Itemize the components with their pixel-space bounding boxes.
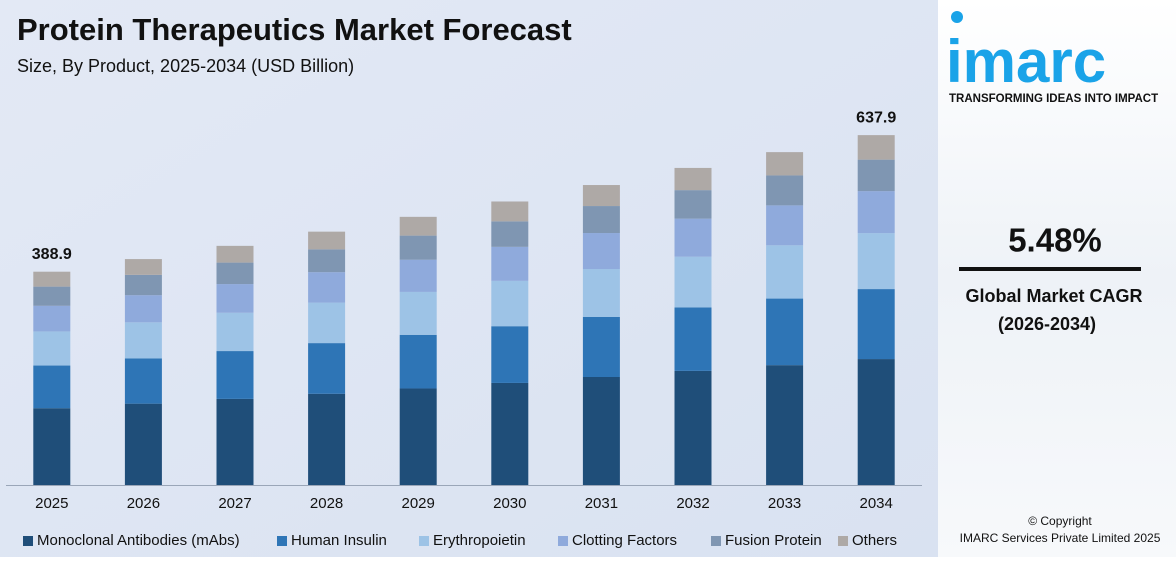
bar-segment (399, 216, 437, 236)
bar-segment (399, 388, 437, 485)
bar-segment (674, 190, 712, 219)
cagr-value: 5.48% (1008, 222, 1102, 259)
bar-segment (857, 135, 895, 160)
legend-swatch (277, 536, 287, 546)
legend-swatch (419, 536, 429, 546)
bar-segment (491, 382, 529, 485)
x-tick-label: 2032 (676, 495, 709, 512)
legend-swatch (838, 536, 848, 546)
bar-segment (766, 175, 804, 206)
legend-label: Fusion Protein (725, 532, 822, 549)
bar-segment (124, 274, 162, 296)
bar-segment (674, 167, 712, 191)
bar-segment (582, 185, 620, 207)
bar-segment (766, 245, 804, 299)
bar-segment (33, 271, 71, 287)
bar-segment (216, 312, 254, 352)
cagr-period: (2026-2034) (998, 314, 1096, 334)
company: IMARC Services Private Limited 2025 (960, 531, 1161, 545)
bar-segment (857, 359, 895, 485)
bar-segment (399, 259, 437, 292)
bar-segment (124, 295, 162, 323)
bar-segment (857, 191, 895, 234)
legend-label: Erythropoietin (433, 532, 526, 549)
bar-segment (216, 351, 254, 399)
bar-segment (124, 403, 162, 485)
x-tick-label: 2026 (127, 495, 160, 512)
bar-segment (33, 408, 71, 485)
chart-subtitle: Size, By Product, 2025-2034 (USD Billion… (17, 56, 354, 76)
logo-dot (951, 11, 963, 23)
bar-segment (582, 233, 620, 270)
x-tick-label: 2027 (218, 495, 251, 512)
bar-segment (124, 259, 162, 275)
bar-segment (308, 272, 346, 303)
bar-segment (33, 305, 71, 332)
bar-segment (308, 393, 346, 485)
total-label: 637.9 (856, 109, 896, 126)
bar-segment (399, 291, 437, 335)
bar-segment (491, 326, 529, 383)
logo: imarc (946, 28, 1106, 95)
x-tick-label: 2030 (493, 495, 526, 512)
cagr-label: Global Market CAGR (965, 286, 1142, 306)
legend-swatch (558, 536, 568, 546)
bar-segment (582, 206, 620, 234)
legend-label: Human Insulin (291, 532, 387, 549)
bar-segment (766, 152, 804, 176)
bar-segment (399, 334, 437, 389)
bar-segment (216, 284, 254, 313)
bar-segment (582, 316, 620, 378)
bar-segment (216, 398, 254, 485)
bar-segment (491, 280, 529, 327)
bar-segment (308, 231, 346, 250)
bar-segment (766, 205, 804, 246)
side-panel (938, 0, 1176, 557)
bar-segment (33, 286, 71, 306)
legend-label: Monoclonal Antibodies (mAbs) (37, 532, 240, 549)
bar-segment (33, 365, 71, 409)
bar-segment (674, 307, 712, 371)
bar-segment (491, 201, 529, 222)
x-tick-label: 2031 (585, 495, 618, 512)
bar-segment (216, 262, 254, 285)
bar-segment (674, 370, 712, 485)
bar-segment (308, 343, 346, 394)
bar-segment (582, 377, 620, 485)
chart-title: Protein Therapeutics Market Forecast (17, 12, 572, 47)
bar-segment (399, 235, 437, 260)
total-label: 388.9 (32, 246, 72, 263)
x-tick-label: 2025 (35, 495, 68, 512)
x-tick-label: 2029 (402, 495, 435, 512)
legend-swatch (711, 536, 721, 546)
bar-segment (33, 331, 71, 366)
divider (959, 267, 1141, 271)
bar-segment (674, 256, 712, 308)
bar-segment (766, 365, 804, 485)
bar-segment (491, 246, 529, 281)
bar-segment (124, 358, 162, 404)
bar-segment (308, 302, 346, 344)
x-tick-label: 2034 (860, 495, 893, 512)
bar-segment (857, 289, 895, 360)
bar-segment (216, 245, 254, 263)
legend-label: Clotting Factors (572, 532, 677, 549)
bar-segment (857, 159, 895, 192)
x-tick-label: 2028 (310, 495, 343, 512)
bar-segment (674, 218, 712, 257)
bar-segment (491, 221, 529, 247)
legend-swatch (23, 536, 33, 546)
legend-label: Others (852, 532, 897, 549)
bar-segment (766, 298, 804, 366)
tagline: TRANSFORMING IDEAS INTO IMPACT (949, 93, 1158, 105)
bar-segment (308, 249, 346, 273)
bar-segment (857, 233, 895, 290)
x-tick-label: 2033 (768, 495, 801, 512)
copyright: © Copyright (1028, 514, 1092, 528)
bar-segment (124, 322, 162, 359)
bar-segment (582, 269, 620, 317)
